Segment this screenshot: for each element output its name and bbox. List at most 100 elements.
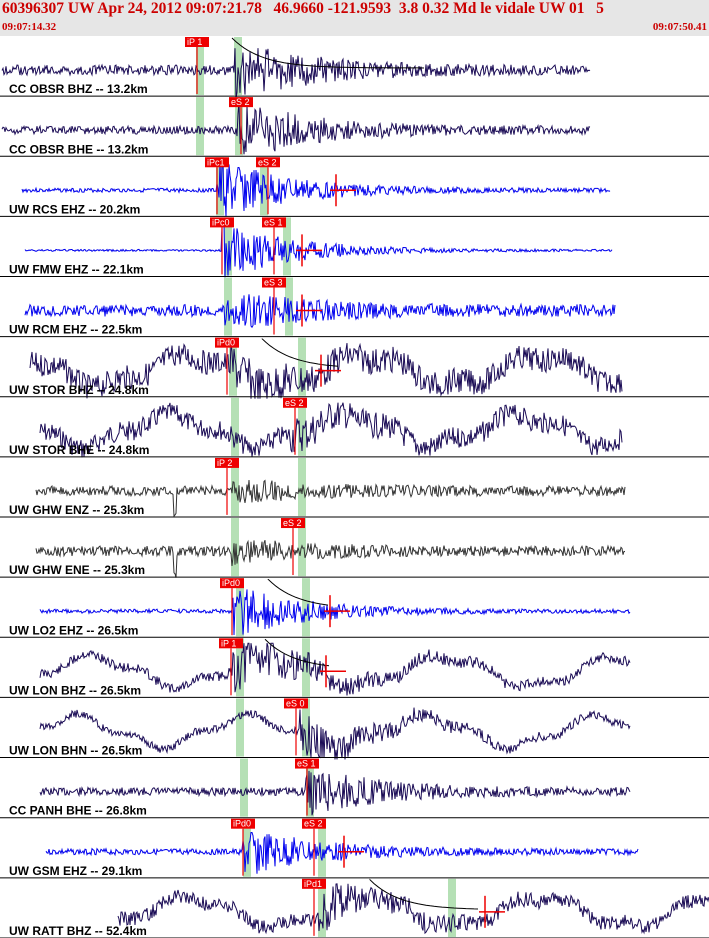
seismogram-panel: iP 1 CC OBSR BHZ -- 13.2km eS 2 CC OBSR BHE… [0,37,709,938]
phase-pick-box [219,638,243,649]
trace-label: UW FMW EHZ -- 22.1km [9,263,144,277]
coda-curve [369,878,479,910]
phase-pick-label: iP 2 [217,458,232,468]
phase-pick-box [205,157,229,168]
pick-window [234,37,242,96]
phase-pick-box [215,457,239,468]
phase-pick-box [302,878,326,889]
waveform [24,222,613,278]
phase-pick-box [231,818,255,829]
trace-label: UW STOR BHE -- 24.8km [9,443,149,457]
phase-pick-box [210,217,234,228]
waveform [35,479,626,518]
pick-window [306,758,314,817]
phase-pick-label: eS 2 [258,157,277,167]
waveform [35,539,626,578]
pick-window [298,337,306,396]
waveform [117,883,709,935]
window-end-time: 09:07:50.41 [652,21,707,33]
pick-window [260,157,268,216]
pick-window [224,217,232,276]
waveform [39,402,623,458]
pick-window [196,37,204,96]
coda-curve [264,638,330,667]
phase-pick-box [295,758,319,769]
phase-pick-box [262,217,286,228]
pick-window [236,638,244,697]
phase-pick-label: eS 3 [264,278,283,288]
coda-curve [261,338,339,367]
phase-pick-label: iP 1 [187,37,202,47]
waveform [21,161,611,217]
pick-window [196,97,204,156]
phase-pick-label: eS 1 [297,759,316,769]
trace-label: UW RCS EHZ -- 20.2km [9,202,140,216]
phase-pick-label: iP 1 [221,638,236,648]
pick-window [231,518,239,577]
phase-pick-box [229,97,253,108]
pick-window [298,457,306,517]
phase-pick-box [302,818,326,829]
waveform [24,294,616,329]
phase-pick-label: iPc0 [212,217,230,227]
coda-curve [267,578,329,606]
pick-window [285,277,293,336]
trace-label: UW LON BHN -- 26.5km [9,744,142,758]
pick-window [236,578,244,637]
trace-label: UW RCM EHZ -- 22.5km [9,323,142,337]
phase-pick-label: eS 2 [304,819,323,829]
waveform [45,832,639,874]
phase-pick-box [281,518,305,529]
phase-pick-box [215,337,239,348]
pick-window [283,217,291,276]
waveform [39,589,631,636]
pick-window [302,578,310,637]
phase-pick-label: eS 2 [285,398,304,408]
trace-label: UW GHW ENE -- 25.3km [9,563,145,577]
phase-pick-label: iPd0 [222,578,240,588]
phase-pick-label: iPd0 [217,338,235,348]
phase-pick-label: iPd1 [304,879,322,889]
coda-curve [231,37,425,69]
phase-pick-label: eS 1 [264,217,283,227]
trace-label: CC PANH BHE -- 26.8km [9,804,147,818]
trace-label: UW RATT BHZ -- 52.4km [9,924,147,938]
phase-pick-label: eS 2 [283,518,302,528]
pick-window [240,758,248,817]
waveform [39,642,631,696]
phase-pick-label: iPc1 [207,157,225,167]
pick-window [235,97,243,156]
pick-window [243,818,251,877]
trace-label: CC OBSR BHZ -- 13.2km [9,82,148,96]
pick-window [231,457,239,517]
phase-pick-label: iPd0 [233,819,251,829]
pick-window [318,878,326,937]
phase-pick-label: eS 2 [231,97,250,107]
waveform [1,102,591,155]
pick-window [298,397,306,456]
phase-pick-box [185,37,209,47]
pick-window [216,157,224,216]
phase-pick-box [262,277,286,288]
waveform [39,707,631,760]
phase-pick-box [220,578,244,589]
phase-pick-box [284,698,308,709]
trace-label: CC OBSR BHE -- 13.2km [9,142,148,156]
pick-window [302,698,310,757]
pick-window [236,698,244,757]
phase-pick-label: eS 0 [286,698,305,708]
event-header: 60396307 UW Apr 24, 2012 09:07:21.78 46.… [0,0,709,36]
pick-window [231,397,239,456]
window-start-time: 09:07:14.32 [2,21,57,33]
event-title: 60396307 UW Apr 24, 2012 09:07:21.78 46.… [2,0,604,17]
trace-label: UW GSM EHZ -- 29.1km [9,864,142,878]
trace-label: UW LON BHZ -- 26.5km [9,683,141,697]
phase-pick-box [283,397,307,408]
waveform [29,342,623,399]
waveform [1,48,591,99]
pick-window [302,638,310,697]
phase-pick-box [256,157,280,168]
pick-window [318,818,326,877]
waveform [39,770,631,816]
trace-label: UW LO2 EHZ -- 26.5km [9,623,138,637]
